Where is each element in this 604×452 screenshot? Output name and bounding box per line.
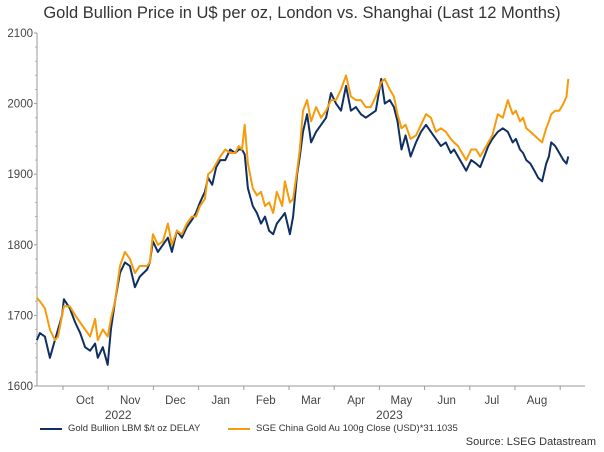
x-tick-label: Dec xyxy=(165,395,186,407)
x-tick-label: Jul xyxy=(484,395,499,407)
y-tick-label: 1700 xyxy=(7,310,33,322)
x-tick-label: Jan xyxy=(211,395,230,407)
y-tick-label: 2000 xyxy=(7,99,33,111)
legend-label-sge: SGE China Gold Au 100g Close (USD)*31.10… xyxy=(256,423,458,434)
year-label: 2023 xyxy=(376,408,403,422)
axes: 1600 1700 1800 1900 2000 2100 Oct Nov Dec Jan Feb M… xyxy=(7,28,585,422)
y-tick-label: 2100 xyxy=(7,28,33,40)
x-tick-label: Feb xyxy=(256,395,276,407)
legend-swatch-sge xyxy=(228,427,250,430)
x-tick-label: May xyxy=(391,395,413,407)
series-line-lbm xyxy=(35,77,570,366)
source-note: Source: LSEG Datastream xyxy=(465,436,596,448)
chart-title: Gold Bullion Price in U$ per oz, London … xyxy=(43,4,561,22)
y-tick-label: 1800 xyxy=(7,240,33,252)
year-label: 2022 xyxy=(105,408,132,422)
legend-item-lbm: Gold Bullion LBM $/t oz DELAY xyxy=(40,423,200,434)
x-tick-label: Mar xyxy=(301,395,321,407)
y-tick-label: 1600 xyxy=(7,381,33,393)
series-lines xyxy=(35,74,570,366)
x-tick-label: Jun xyxy=(437,395,456,407)
legend-label-lbm: Gold Bullion LBM $/t oz DELAY xyxy=(68,423,201,434)
legend-item-sge: SGE China Gold Au 100g Close (USD)*31.10… xyxy=(228,423,458,434)
x-tick-label: Oct xyxy=(76,395,95,407)
x-tick-label: Nov xyxy=(120,395,141,407)
legend-swatch-lbm xyxy=(40,427,62,430)
series-line-sge xyxy=(36,74,570,342)
y-tick-label: 1900 xyxy=(7,169,33,181)
x-tick-label: Aug xyxy=(527,395,547,407)
x-tick-label: Apr xyxy=(347,395,365,407)
